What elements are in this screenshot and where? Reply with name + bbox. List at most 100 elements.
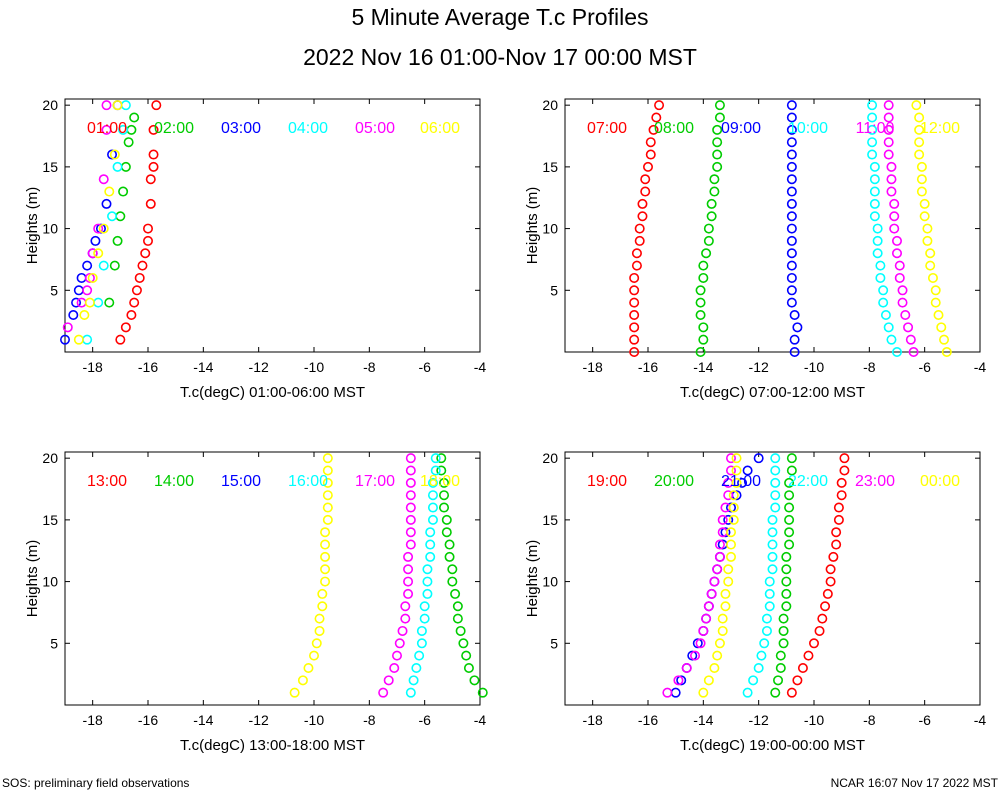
- data-point: [786, 223, 797, 234]
- data-point: [731, 477, 742, 488]
- data-point: [753, 453, 764, 464]
- x-tick-label: -4: [474, 359, 487, 375]
- legend-label: 01:00: [87, 120, 127, 137]
- data-point: [927, 272, 938, 283]
- data-point: [869, 161, 880, 172]
- data-point: [427, 477, 438, 488]
- legend-label: 19:00: [587, 473, 627, 490]
- y-tick-label: 5: [550, 635, 558, 651]
- data-point: [939, 334, 950, 345]
- data-point: [770, 502, 781, 513]
- data-point: [725, 539, 736, 550]
- data-point: [631, 248, 642, 259]
- y-tick-label: 5: [50, 282, 58, 298]
- data-point: [436, 465, 447, 476]
- data-point: [831, 539, 842, 550]
- data-point: [447, 576, 458, 587]
- x-tick-label: -16: [638, 359, 658, 375]
- data-point: [320, 551, 331, 562]
- data-point: [839, 453, 850, 464]
- x-tick-label: -14: [693, 712, 713, 728]
- data-point: [107, 211, 118, 222]
- data-point: [640, 186, 651, 197]
- y-axis-label: Heights (m): [24, 540, 41, 618]
- data-point: [839, 465, 850, 476]
- data-point: [784, 490, 795, 501]
- plot-frame: [64, 451, 481, 706]
- legend-label: 09:00: [721, 120, 761, 137]
- legend-label: 12:00: [920, 120, 960, 137]
- x-tick-label: -14: [193, 712, 213, 728]
- data-point: [698, 260, 709, 271]
- data-point: [786, 186, 797, 197]
- data-point: [308, 650, 319, 661]
- data-point: [120, 161, 131, 172]
- data-point: [416, 638, 427, 649]
- data-point: [886, 334, 897, 345]
- data-point: [903, 322, 914, 333]
- panel-1: -18 -16 -14 -12 -10 -8 -6 -4 5 10 15 20 T.c(degC) 01…: [24, 97, 486, 401]
- data-point: [875, 260, 886, 271]
- data-point: [784, 527, 795, 538]
- data-point: [112, 161, 123, 172]
- data-point: [883, 137, 894, 148]
- data-point: [786, 465, 797, 476]
- data-point: [101, 100, 112, 111]
- data-point: [143, 235, 154, 246]
- data-point: [115, 334, 126, 345]
- x-tick-label: -12: [249, 359, 269, 375]
- data-point: [405, 465, 416, 476]
- data-point: [76, 297, 87, 308]
- y-tick-label: 10: [542, 221, 558, 237]
- data-point: [933, 309, 944, 320]
- data-point: [712, 564, 723, 575]
- data-point: [778, 638, 789, 649]
- legend-label: 16:00: [288, 473, 328, 490]
- data-point: [883, 322, 894, 333]
- data-point: [126, 124, 137, 135]
- data-point: [725, 502, 736, 513]
- data-point: [897, 285, 908, 296]
- legend-label: 13:00: [87, 473, 127, 490]
- x-tick-label: -8: [363, 359, 376, 375]
- data-point: [441, 527, 452, 538]
- data-point: [408, 675, 419, 686]
- data-point: [148, 149, 159, 160]
- data-point: [151, 100, 162, 111]
- data-point: [695, 297, 706, 308]
- data-point: [867, 124, 878, 135]
- data-point: [101, 198, 112, 209]
- data-point: [775, 650, 786, 661]
- data-point: [425, 527, 436, 538]
- data-point: [836, 490, 847, 501]
- data-point: [712, 650, 723, 661]
- data-point: [670, 687, 681, 698]
- data-point: [414, 650, 425, 661]
- data-point: [320, 576, 331, 587]
- data-point: [825, 576, 836, 587]
- data-point: [322, 477, 333, 488]
- data-point: [886, 186, 897, 197]
- data-point: [753, 662, 764, 673]
- data-point: [916, 174, 927, 185]
- data-point: [894, 272, 905, 283]
- data-point: [786, 260, 797, 271]
- data-point: [645, 149, 656, 160]
- data-point: [698, 334, 709, 345]
- x-tick-label: -12: [749, 712, 769, 728]
- data-point: [148, 124, 159, 135]
- legend-label: 20:00: [654, 473, 694, 490]
- data-point: [867, 112, 878, 123]
- data-point: [731, 465, 742, 476]
- data-point: [709, 186, 720, 197]
- data-point: [101, 124, 112, 135]
- x-tick-label: -18: [83, 359, 103, 375]
- data-point: [93, 297, 104, 308]
- data-point: [748, 675, 759, 686]
- data-point: [403, 576, 414, 587]
- legend-label: 21:00: [721, 473, 761, 490]
- data-point: [405, 477, 416, 488]
- data-point: [891, 346, 902, 357]
- data-point: [930, 297, 941, 308]
- legend-label: 10:00: [788, 120, 828, 137]
